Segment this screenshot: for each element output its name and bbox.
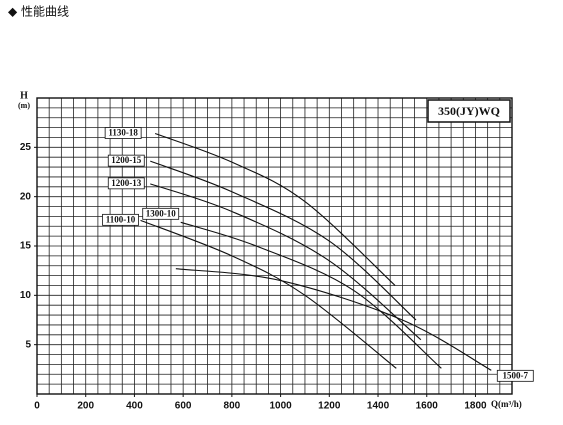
y-tick-label: 5 xyxy=(25,339,31,350)
x-tick-label: 1000 xyxy=(269,401,292,412)
y-tick-label: 15 xyxy=(20,241,32,252)
legend-label: 1300-10 xyxy=(146,208,176,218)
curve xyxy=(140,219,397,369)
legend-box xyxy=(104,127,142,139)
model-box xyxy=(427,99,511,123)
x-tick-label: 600 xyxy=(175,401,192,412)
legend-label: 1500-7 xyxy=(503,370,529,380)
legend-box xyxy=(102,213,139,226)
curve xyxy=(150,160,417,321)
x-tick-label: 1800 xyxy=(464,401,487,412)
model-label: 350(JY)WQ xyxy=(438,104,500,118)
chart-title: ◆ 性能曲线 xyxy=(8,5,69,19)
y-axis-unit: (m) xyxy=(18,101,30,110)
legend-box xyxy=(107,154,145,167)
y-tick-label: 20 xyxy=(20,191,32,202)
legend-label: 1200-15 xyxy=(111,155,141,165)
curve xyxy=(180,221,442,369)
legend-label: 1200-13 xyxy=(111,178,141,188)
curve xyxy=(150,183,422,341)
legend-box xyxy=(496,369,534,382)
x-tick-label: 1600 xyxy=(416,401,439,412)
legend-box xyxy=(142,207,180,220)
legend-label: 1100-10 xyxy=(106,214,136,224)
x-tick-label: 800 xyxy=(224,401,241,412)
y-tick-label: 10 xyxy=(20,290,32,301)
legend-box xyxy=(107,177,145,190)
legend-label: 1130-18 xyxy=(108,128,138,138)
x-axis-label: Q(m³/h) xyxy=(491,399,522,409)
x-tick-label: 200 xyxy=(77,401,94,412)
x-tick-label: 1200 xyxy=(318,401,341,412)
y-axis-label: H xyxy=(20,90,28,101)
x-tick-label: 0 xyxy=(34,401,40,412)
y-tick-label: 25 xyxy=(20,142,32,153)
curve xyxy=(154,133,396,286)
x-tick-label: 1400 xyxy=(367,401,390,412)
curve xyxy=(175,268,492,371)
x-tick-label: 400 xyxy=(126,401,143,412)
